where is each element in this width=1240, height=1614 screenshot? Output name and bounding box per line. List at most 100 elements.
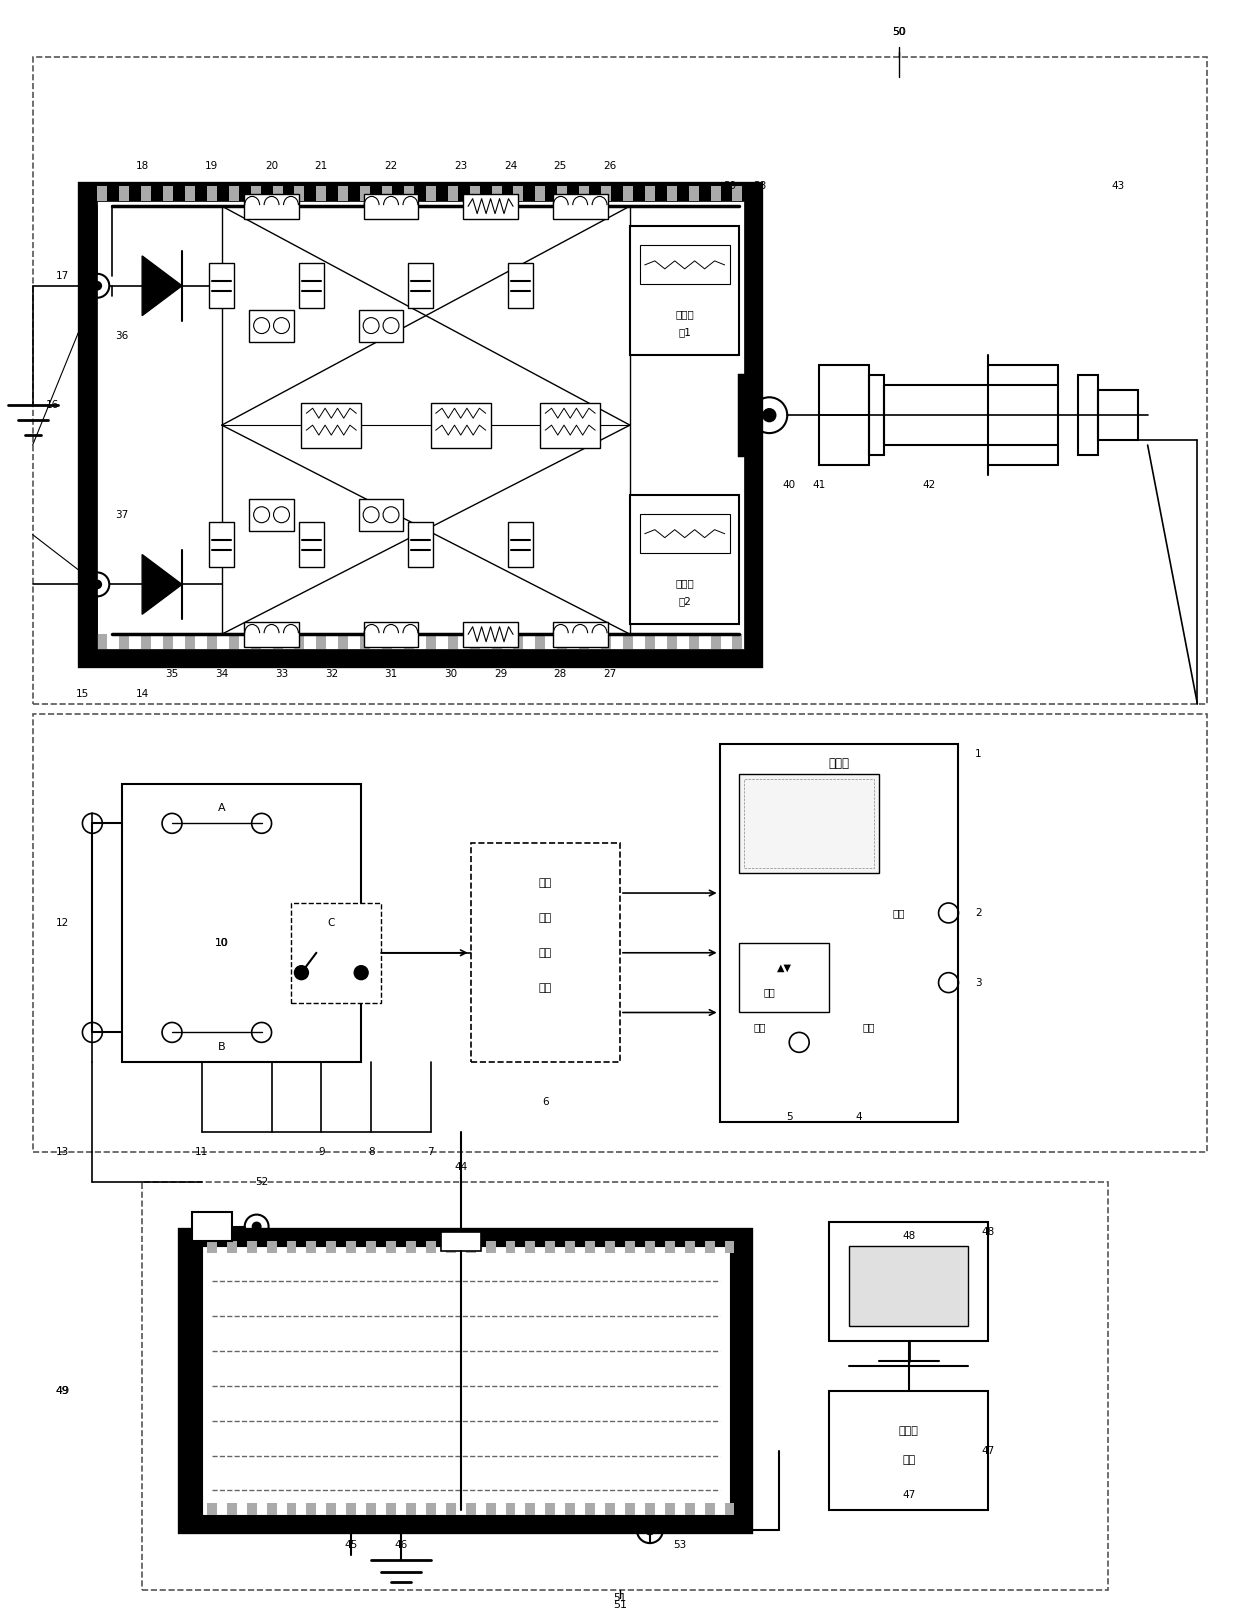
Text: 31: 31: [384, 670, 398, 679]
Text: 8: 8: [368, 1148, 374, 1157]
Bar: [363, 194, 418, 218]
Text: 48: 48: [901, 1231, 915, 1241]
Bar: [286, 1241, 296, 1254]
Text: 22: 22: [384, 161, 398, 171]
Circle shape: [355, 965, 368, 980]
Text: 41: 41: [812, 479, 826, 491]
Bar: [227, 1241, 237, 1254]
Text: 调波模: 调波模: [676, 308, 694, 320]
Bar: [622, 186, 632, 202]
Text: 50: 50: [892, 27, 905, 37]
Bar: [162, 634, 174, 649]
Bar: [684, 1503, 694, 1516]
Bar: [869, 376, 884, 455]
Bar: [448, 634, 458, 649]
Bar: [739, 376, 754, 455]
Bar: [386, 1503, 396, 1516]
Text: 6: 6: [542, 1098, 548, 1107]
Bar: [553, 621, 608, 647]
Bar: [405, 1503, 415, 1516]
Bar: [645, 1241, 655, 1254]
Text: 24: 24: [503, 161, 517, 171]
Bar: [339, 186, 348, 202]
Bar: [1078, 376, 1097, 455]
Text: 5: 5: [786, 1112, 792, 1122]
Bar: [192, 1212, 232, 1241]
Bar: [119, 186, 129, 202]
Bar: [579, 186, 589, 202]
Text: 1: 1: [975, 749, 982, 759]
Circle shape: [252, 1222, 262, 1231]
Text: 49: 49: [56, 1386, 69, 1396]
Bar: [625, 1241, 635, 1254]
Bar: [541, 404, 600, 447]
Bar: [448, 186, 458, 202]
Bar: [464, 194, 518, 218]
Bar: [82, 186, 759, 663]
Bar: [363, 621, 418, 647]
Bar: [228, 634, 239, 649]
Bar: [622, 634, 632, 649]
Bar: [294, 634, 305, 649]
Text: 脉冲: 脉冲: [538, 878, 552, 888]
Bar: [508, 523, 533, 567]
Bar: [546, 1241, 556, 1254]
Bar: [382, 186, 392, 202]
Text: 10: 10: [216, 938, 228, 947]
Bar: [733, 186, 743, 202]
Text: 32: 32: [325, 670, 339, 679]
Text: 17: 17: [56, 271, 69, 281]
Text: 30: 30: [444, 670, 458, 679]
Bar: [667, 634, 677, 649]
Text: 48: 48: [982, 1227, 994, 1236]
Circle shape: [93, 579, 102, 589]
Bar: [339, 634, 348, 649]
Bar: [247, 1503, 257, 1516]
Bar: [386, 1241, 396, 1254]
Bar: [585, 1503, 595, 1516]
Text: 25: 25: [553, 161, 567, 171]
Text: 色谱分: 色谱分: [899, 1425, 919, 1435]
Text: 充电: 充电: [863, 1022, 875, 1033]
Bar: [491, 186, 501, 202]
Bar: [250, 186, 260, 202]
Bar: [185, 186, 195, 202]
Bar: [830, 1391, 988, 1511]
Bar: [557, 634, 567, 649]
Bar: [273, 634, 283, 649]
Bar: [546, 1503, 556, 1516]
Text: 制动: 制动: [753, 1022, 765, 1033]
Bar: [470, 186, 480, 202]
Bar: [724, 1503, 734, 1516]
Bar: [508, 263, 533, 308]
Bar: [286, 1503, 296, 1516]
Bar: [733, 634, 743, 649]
Text: 控制: 控制: [538, 947, 552, 957]
Text: 50: 50: [893, 27, 905, 37]
Bar: [299, 523, 324, 567]
Text: 2: 2: [975, 909, 982, 918]
Bar: [665, 1241, 675, 1254]
Bar: [346, 1241, 356, 1254]
Bar: [291, 902, 381, 1002]
Bar: [207, 186, 217, 202]
Bar: [513, 634, 523, 649]
Text: 15: 15: [76, 689, 89, 699]
Text: 3: 3: [975, 978, 982, 988]
Bar: [162, 186, 174, 202]
Text: 34: 34: [216, 670, 228, 679]
Bar: [143, 1181, 1107, 1590]
Bar: [358, 310, 403, 342]
Bar: [244, 194, 299, 218]
Bar: [360, 186, 370, 202]
Bar: [711, 186, 720, 202]
Text: 52: 52: [255, 1177, 268, 1186]
Bar: [601, 186, 611, 202]
Bar: [306, 1503, 316, 1516]
Bar: [141, 634, 151, 649]
Bar: [228, 186, 239, 202]
Bar: [820, 365, 869, 465]
Bar: [630, 226, 739, 355]
Bar: [688, 634, 698, 649]
Text: 调波模: 调波模: [676, 578, 694, 587]
